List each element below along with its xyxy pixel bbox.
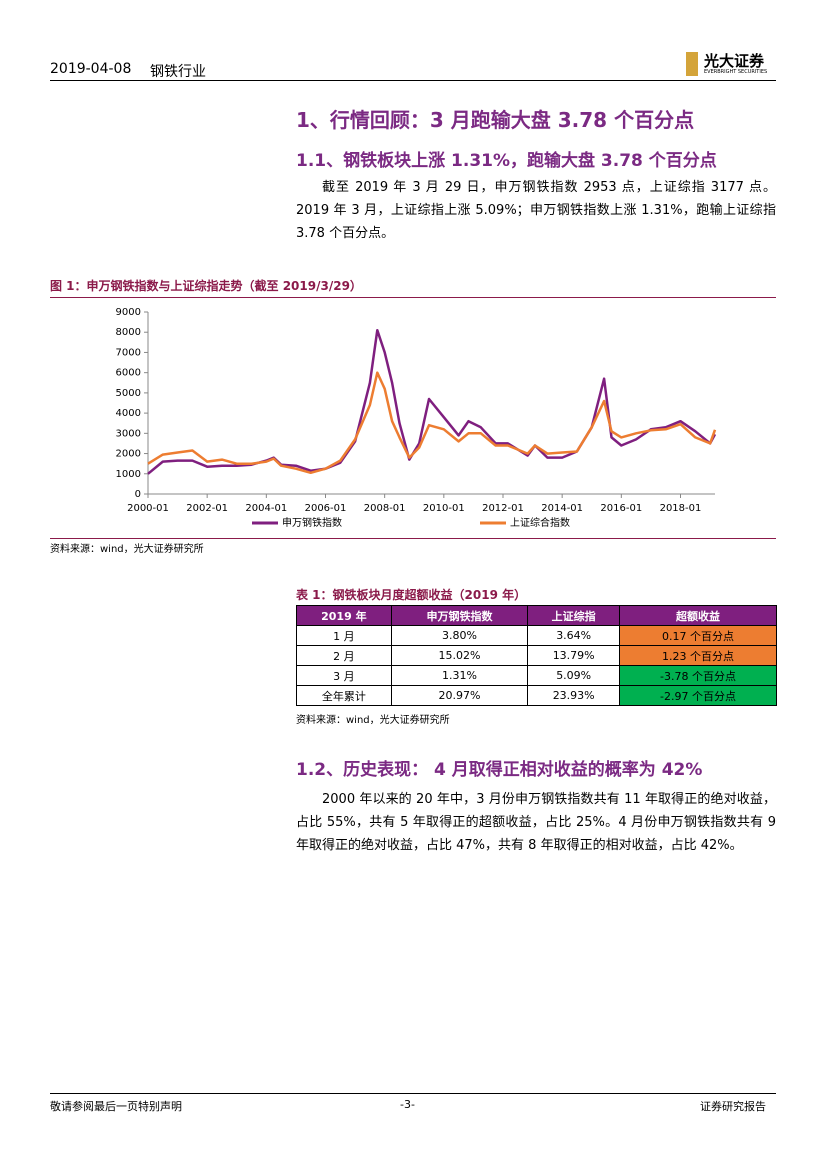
- header-date: 2019-04-08: [50, 61, 132, 77]
- table: 2019 年申万钢铁指数 上证综指 超额收益 1 月 3.80% 3.64% 0.17 个…: [296, 605, 777, 706]
- x-tick-label: 2018-01: [660, 503, 702, 514]
- th: 申万钢铁指数: [390, 605, 529, 626]
- td: 3 月: [296, 665, 392, 686]
- footer-right: 证券研究报告: [700, 1100, 766, 1113]
- y-tick-label: 3000: [116, 428, 141, 439]
- y-tick-label: 0: [135, 489, 141, 500]
- table-title: 表 1：钢铁板块月度超额收益（2019 年）: [296, 588, 527, 602]
- chart: 0 1000 2000 3000 4000 5000 6000 7000 8000 9000 200…: [116, 307, 717, 529]
- y-tick-label: 6000: [116, 368, 141, 379]
- legend-label: 申万钢铁指数: [282, 516, 342, 529]
- td: 15.02%: [390, 645, 529, 666]
- td: 3.80%: [390, 625, 529, 646]
- legend-label: 上证综合指数: [510, 516, 570, 529]
- th: 2019 年: [296, 605, 392, 626]
- td: 1.23 个百分点: [619, 645, 777, 666]
- y-tick-label: 9000: [116, 307, 141, 318]
- heading: 1.1、钢铁板块上涨 1.31%，跑输大盘 3.78 个百分点: [296, 151, 717, 171]
- x-tick-label: 2014-01: [541, 503, 583, 514]
- td: 13.79%: [527, 645, 621, 666]
- td: 0.17 个百分点: [619, 625, 777, 646]
- logo: 光大证券: [704, 52, 765, 70]
- x-tick-label: 2000-01: [127, 503, 169, 514]
- x-tick-label: 2016-01: [600, 503, 642, 514]
- td: 3.64%: [527, 625, 621, 646]
- series-line: [147, 371, 717, 475]
- logo-en: EVERBRIGHT SECURITIES: [704, 69, 768, 75]
- td: 1.31%: [390, 665, 529, 686]
- series-line: [147, 328, 717, 475]
- y-tick-label: 4000: [116, 408, 141, 419]
- y-tick-label: 7000: [116, 347, 141, 358]
- y-tick-label: 5000: [116, 388, 141, 399]
- source: 资料来源：wind，光大证券研究所: [50, 544, 204, 555]
- x-tick-label: 2004-01: [245, 503, 287, 514]
- paragraph: 2000 年以来的 20 年中，3 月份申万钢铁指数共有 11 年取得正的绝对收…: [296, 792, 776, 853]
- x-tick-label: 2002-01: [186, 503, 228, 514]
- x-tick-label: 2012-01: [482, 503, 524, 514]
- td: 23.93%: [527, 685, 621, 706]
- footer-left: 敬请参阅最后一页特别声明: [50, 1100, 182, 1113]
- source: 资料来源：wind，光大证券研究所: [296, 715, 450, 726]
- heading: 1.2、历史表现： 4 月取得正相对收益的概率为 42%: [296, 760, 703, 780]
- td: 5.09%: [527, 665, 621, 686]
- y-tick-label: 1000: [116, 469, 141, 480]
- x-tick-label: 2006-01: [305, 503, 347, 514]
- th: 上证综指: [527, 605, 621, 626]
- heading: 1、行情回顾：3 月跑输大盘 3.78 个百分点: [296, 108, 695, 132]
- figure-title: 图 1：申万钢铁指数与上证综指走势（截至 2019/3/29）: [50, 279, 362, 293]
- paragraph: 截至 2019 年 3 月 29 日，申万钢铁指数 2953 点，上证综指 31…: [296, 180, 776, 241]
- x-tick-label: 2008-01: [364, 503, 406, 514]
- td: 全年累计: [296, 685, 392, 706]
- td: 20.97%: [390, 685, 529, 706]
- x-tick-label: 2010-01: [423, 503, 465, 514]
- footer-page: -3-: [400, 1098, 415, 1111]
- header-industry: 钢铁行业: [150, 64, 206, 80]
- th: 超额收益: [619, 605, 777, 626]
- td: -2.97 个百分点: [619, 685, 777, 706]
- td: 2 月: [296, 645, 392, 666]
- y-tick-label: 8000: [116, 327, 141, 338]
- y-tick-label: 2000: [116, 449, 141, 460]
- td: 1 月: [296, 625, 392, 646]
- logo-icon: [686, 52, 698, 76]
- td: -3.78 个百分点: [619, 665, 777, 686]
